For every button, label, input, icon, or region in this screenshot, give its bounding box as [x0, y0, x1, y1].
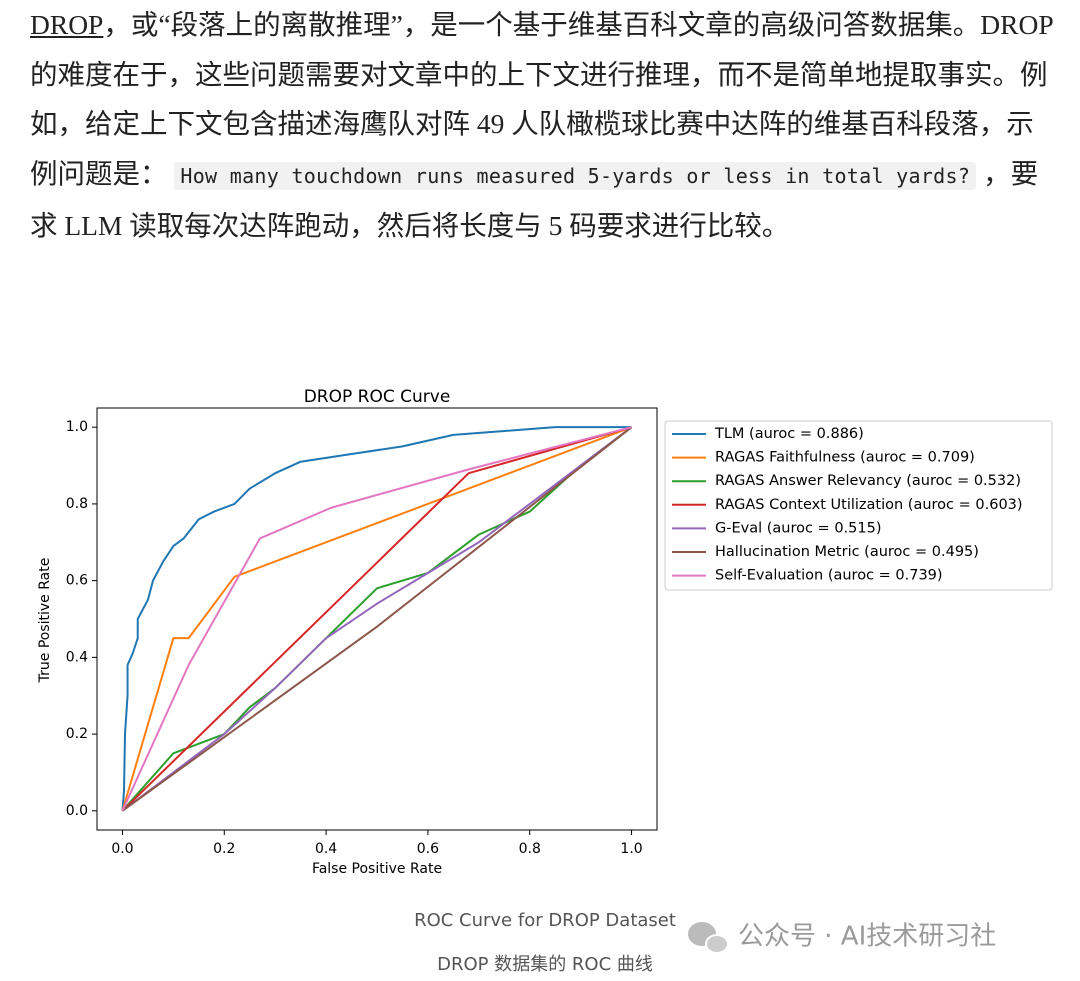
x-tick-label: 0.6: [417, 841, 439, 857]
inline-code: How many touchdown runs measured 5-yards…: [174, 161, 977, 190]
roc-line: [121, 426, 633, 812]
x-tick-label: 0.0: [111, 841, 133, 857]
legend-label: G-Eval (auroc = 0.515): [715, 520, 882, 536]
watermark: 公众号 · AI技术研习社: [738, 922, 996, 952]
link[interactable]: DROP: [30, 9, 104, 40]
text: ，或“段落上的离散推理”，是一个基于维基百科文章的高级问答数据集。DROP 的难…: [30, 9, 1053, 189]
y-tick-label: 0.2: [66, 726, 88, 742]
legend-box: [664, 420, 1053, 591]
chart-title: DROP ROC Curve: [304, 387, 451, 407]
legend-label: Self-Evaluation (auroc = 0.739): [715, 568, 943, 584]
roc-line: [121, 426, 632, 812]
y-tick-label: 0.6: [66, 573, 88, 589]
wechat-icon: [688, 922, 729, 954]
x-tick-label: 0.4: [315, 841, 337, 857]
x-axis-label: False Positive Rate: [312, 861, 442, 877]
y-tick-label: 0.4: [66, 649, 88, 665]
roc-line: [121, 426, 633, 812]
roc-line: [121, 426, 633, 812]
paragraph: DROP，或“段落上的离散推理”，是一个基于维基百科文章的高级问答数据集。DRO…: [30, 0, 1060, 251]
legend-label: TLM (auroc = 0.886): [714, 426, 864, 442]
caption-zh: DROP 数据集的 ROC 曲线: [437, 954, 653, 975]
y-axis-label: True Positive Rate: [37, 558, 53, 684]
legend-label: RAGAS Faithfulness (auroc = 0.709): [715, 450, 975, 466]
text: ，要求 LLM 读取每次达阵跑动，然后将长度与 5 码要求进行比较。: [30, 157, 1039, 242]
x-tick-label: 0.8: [519, 841, 541, 857]
roc-line: [121, 426, 632, 812]
y-tick-label: 0.0: [66, 803, 88, 819]
legend-label: RAGAS Context Utilization (auroc = 0.603…: [715, 497, 1023, 513]
axes-frame: [96, 407, 658, 831]
legend-label: Hallucination Metric (auroc = 0.495): [715, 544, 979, 560]
roc-line: [121, 426, 632, 811]
x-tick-label: 0.2: [213, 841, 235, 857]
legend-label: RAGAS Answer Relevancy (auroc = 0.532): [715, 473, 1021, 489]
x-tick-label: 1.0: [620, 841, 642, 857]
y-tick-label: 0.8: [66, 496, 88, 512]
caption: ROC Curve for DROP Dataset: [414, 910, 676, 931]
roc-line: [121, 426, 632, 812]
y-tick-label: 1.0: [66, 419, 88, 435]
